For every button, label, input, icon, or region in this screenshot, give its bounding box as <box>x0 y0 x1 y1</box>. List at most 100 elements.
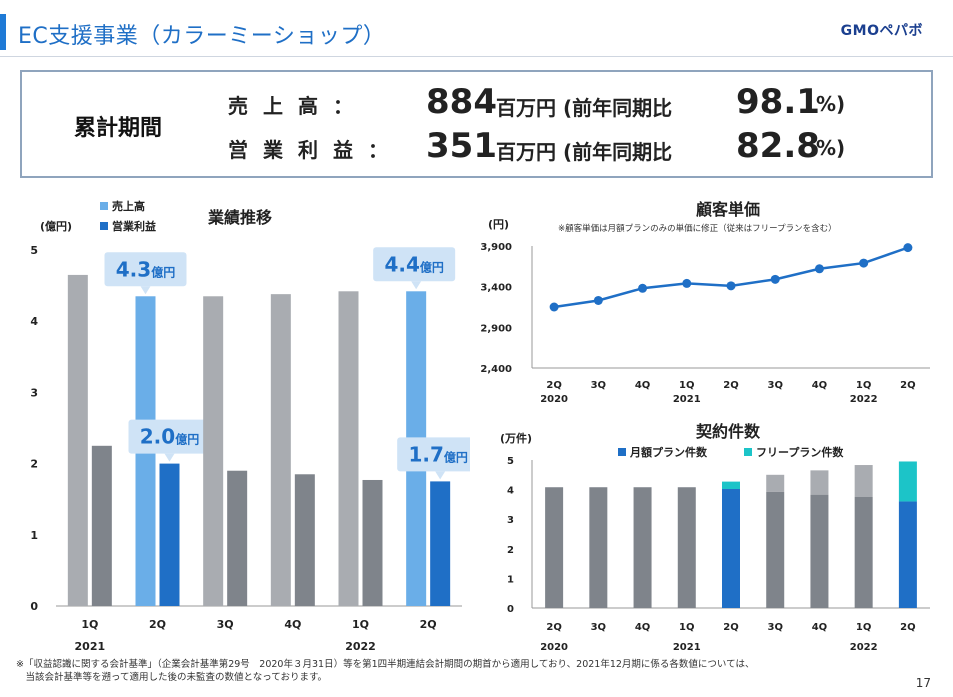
x-tick-label: 1Q <box>679 380 694 391</box>
bar-sales <box>338 291 359 606</box>
y-axis-label-unit-price: (円) <box>488 218 510 231</box>
x-tick-label: 2Q <box>900 622 915 633</box>
company-logo: GMOペパボ <box>840 23 923 39</box>
unit-price-chart: 2,400 2,900 3,400 3,900 2Q 3Q 4Q 1Q 2Q 3Q 4Q 1Q 2Q 20… <box>480 242 930 405</box>
x-tick-label: 2Q <box>723 622 738 633</box>
bar-free <box>766 474 785 492</box>
x-tick-label: 1Q <box>679 622 694 633</box>
y-tick-label: 3 <box>507 515 514 526</box>
bar-free <box>898 461 917 502</box>
callout-box <box>128 419 211 454</box>
year-label: 2022 <box>345 640 376 653</box>
header-divider <box>0 56 953 57</box>
callout-pointer <box>164 453 175 462</box>
x-tick-label: 2Q <box>149 618 166 631</box>
footnote-line: 当該会計基準等を遡って適用した後の未監査の数値となっております。 <box>16 672 328 683</box>
legend-label: 売上高 <box>112 200 145 213</box>
x-tick-label: 2Q <box>420 618 437 631</box>
bar-free <box>810 470 829 495</box>
data-point <box>593 295 603 305</box>
title-accent-bar <box>0 14 6 50</box>
callout-box <box>104 252 187 287</box>
bar-monthly <box>810 494 829 608</box>
y-tick-label: 2,900 <box>480 323 512 334</box>
bar-sales <box>67 274 88 606</box>
unit-price-note: ※顧客単価は月額プランのみの単価に修正（従来はフリープランを含む） <box>558 224 837 234</box>
x-tick-label: 4Q <box>812 622 827 633</box>
bar-monthly <box>633 487 652 608</box>
x-tick-label: 3Q <box>767 622 782 633</box>
y-tick-label: 5 <box>30 244 38 257</box>
legend-label: 月額プラン件数 <box>630 446 707 459</box>
footnote: ※「収益認識に関する会計基準」（企業会計基準第29号 2020年３月31日）等を… <box>16 658 886 684</box>
x-tick-label: 1Q <box>352 618 369 631</box>
callout-box <box>397 437 470 472</box>
callout-pointer <box>140 286 151 295</box>
bar-sales <box>203 296 224 606</box>
year-label: 2022 <box>850 642 878 653</box>
summary-box: 累計期間 売上高： 884 百万円 (前年同期比 98.1 %) 営業利益： 3… <box>20 70 933 178</box>
data-point <box>726 281 736 291</box>
year-label: 2021 <box>673 394 701 405</box>
series-line <box>553 246 909 309</box>
performance-chart: 0 1 2 3 4 5 1Q 2Q 4.3億円 2.0億円 3Q 4Q 1Q 2Q 4.4億円 1.7億円 20… <box>30 244 470 653</box>
data-point <box>549 302 559 312</box>
summary-row-label: 売上高： <box>228 94 368 118</box>
bar-monthly <box>722 489 740 608</box>
bar-profit <box>362 479 383 606</box>
y-tick-label: 1 <box>507 574 514 585</box>
y-tick-label: 2 <box>30 458 38 471</box>
summary-row-unit: 百万円 (前年同期比 <box>496 140 673 164</box>
bar-monthly <box>766 491 785 608</box>
data-point <box>638 283 648 293</box>
callout-label: 4.3億円 <box>116 257 175 281</box>
y-tick-label: 2 <box>507 545 514 556</box>
x-tick-label: 2Q <box>723 380 738 391</box>
legend-swatch <box>744 448 752 456</box>
y-axis-label-performance: (億円) <box>40 220 73 233</box>
x-tick-label: 3Q <box>591 380 606 391</box>
chart-title-contracts: 契約件数 <box>696 422 761 441</box>
summary-row-unit: 百万円 (前年同期比 <box>496 96 673 120</box>
x-tick-label: 2Q <box>546 380 561 391</box>
summary-row-label: 営業利益： <box>228 138 403 162</box>
contracts-chart: 0 1 2 3 4 5 2Q 3Q 4Q 1Q 2Q 3Q 4Q 1Q 2Q 2020 2021 2022 <box>507 456 930 653</box>
y-tick-label: 4 <box>30 315 38 328</box>
x-tick-label: 3Q <box>217 618 234 631</box>
legend-swatch <box>100 222 108 230</box>
bar-monthly <box>589 487 608 608</box>
legend-swatch <box>618 448 626 456</box>
bar-sales <box>270 294 291 606</box>
bar-monthly <box>677 487 696 608</box>
year-label: 2021 <box>673 642 701 653</box>
x-tick-label: 3Q <box>767 380 782 391</box>
summary-row-pct-unit: %) <box>816 92 846 116</box>
legend-label: フリープラン件数 <box>756 446 844 459</box>
x-tick-label: 2Q <box>900 380 915 391</box>
callout-label: 2.0億円 <box>140 425 199 449</box>
legend-monthly: 月額プラン件数 <box>618 444 707 460</box>
summary-row-pct-unit: %) <box>816 136 846 160</box>
data-point <box>770 274 780 284</box>
y-tick-label: 4 <box>507 486 514 497</box>
legend-label: 営業利益 <box>112 220 156 233</box>
bar-profit <box>294 474 315 606</box>
year-label: 2020 <box>540 394 568 405</box>
y-tick-label: 2,400 <box>480 364 512 375</box>
chart-title-unit-price: 顧客単価 <box>696 200 761 219</box>
y-tick-label: 1 <box>30 529 38 542</box>
legend-free: フリープラン件数 <box>744 444 843 460</box>
bar-profit <box>430 481 451 606</box>
x-tick-label: 1Q <box>81 618 98 631</box>
y-tick-label: 3,900 <box>480 242 512 253</box>
y-tick-label: 0 <box>507 604 514 615</box>
y-tick-label: 3,400 <box>480 283 512 294</box>
y-tick-label: 3 <box>30 386 38 399</box>
callout-box <box>373 247 456 282</box>
chart-title-performance: 業績推移 <box>208 208 273 227</box>
summary-row-pct: 82.8 <box>736 126 820 166</box>
page-number: 17 <box>915 676 931 690</box>
year-label: 2021 <box>75 640 106 653</box>
y-axis-label-contracts: (万件) <box>500 432 533 445</box>
summary-row-value: 884 <box>426 82 497 122</box>
